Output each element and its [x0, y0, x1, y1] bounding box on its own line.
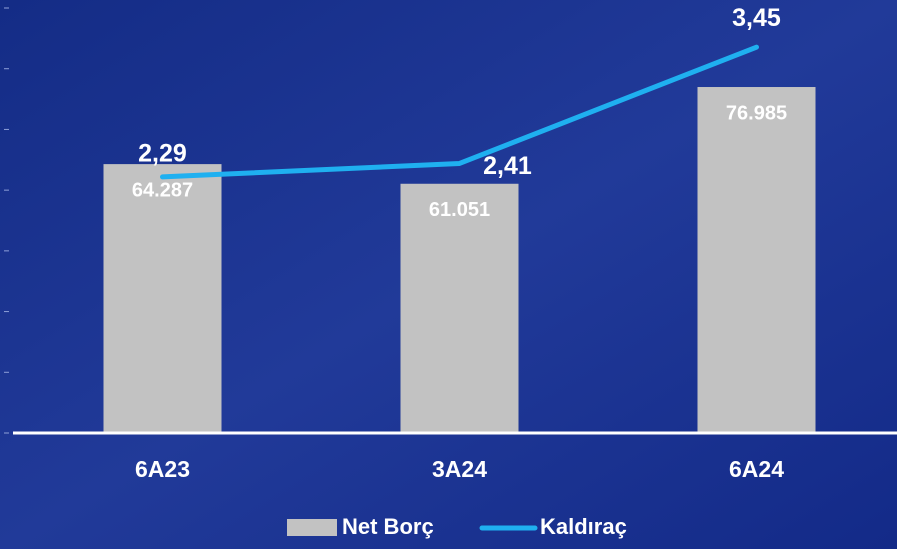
line-value-label: 2,41 [483, 152, 532, 180]
line-value-label: 3,45 [732, 4, 781, 32]
page: Net Borç Kaldıraç 64.287 61.051 76.985 6A23… [0, 0, 897, 549]
bar-value-label: 64.287 [132, 179, 193, 201]
line-value-label: 2,29 [138, 139, 187, 167]
x-tick-label: 6A24 [729, 456, 784, 482]
bar [104, 164, 222, 433]
bar-value-label: 61.051 [429, 199, 490, 221]
chart: Net Borç Kaldıraç 64.287 61.051 76.985 6A23… [0, 0, 897, 549]
legend-label: Net Borç [342, 514, 434, 539]
bar [698, 87, 816, 433]
legend-label: Kaldıraç [540, 514, 627, 539]
legend-swatch-bar [287, 519, 337, 536]
x-tick-label: 6A23 [135, 456, 190, 482]
bar [401, 184, 519, 433]
x-tick-label: 3A24 [432, 456, 487, 482]
bar-value-label: 76.985 [726, 102, 787, 124]
